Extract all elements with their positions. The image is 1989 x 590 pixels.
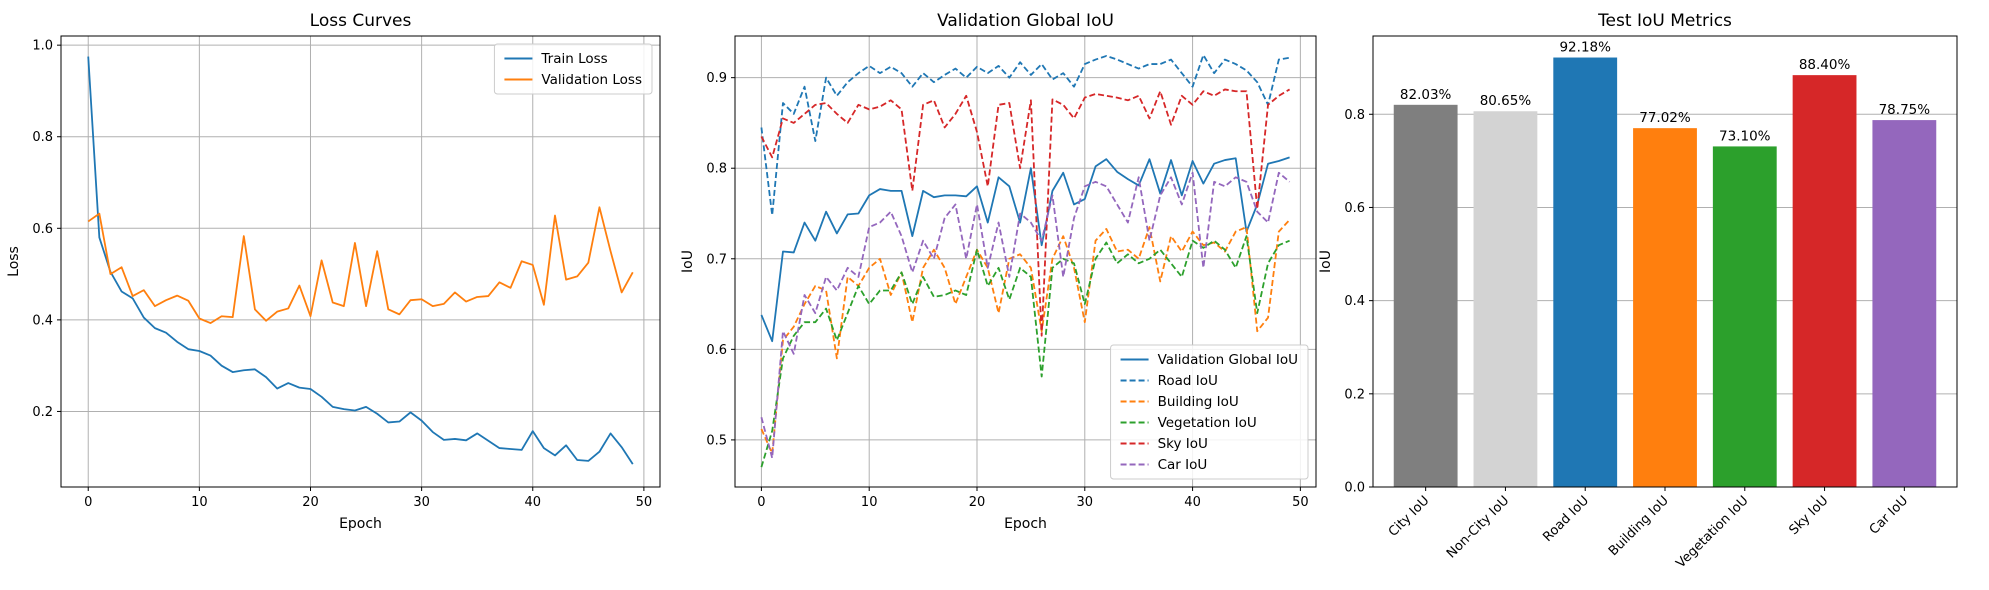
ytick-label: 0.2: [32, 405, 53, 420]
xtick-label: 20: [302, 495, 319, 510]
bar-city-iou: [1393, 104, 1458, 488]
legend-box: [1110, 344, 1309, 480]
ytick-label: 0.5: [706, 433, 727, 448]
legend-label: Sky IoU: [1158, 436, 1208, 452]
series-line-validation-loss: [87, 206, 634, 324]
xtick-label: Vegetation IoU: [1673, 493, 1751, 571]
xtick-label: City IoU: [1386, 493, 1433, 540]
series-line-building-iou: [760, 219, 1291, 455]
xtick-label: Road IoU: [1540, 493, 1592, 545]
series-line-road-iou: [760, 54, 1290, 217]
xtick-label: 40: [1184, 495, 1201, 510]
legend-label: Road IoU: [1158, 373, 1218, 389]
ytick-label: 0.6: [706, 343, 727, 358]
xtick-label: Sky IoU: [1787, 493, 1832, 538]
xtick-label: 30: [1077, 495, 1094, 510]
xtick-label: 10: [861, 495, 878, 510]
bar-data-label: 73.10%: [1719, 128, 1771, 144]
legend-label: Car IoU: [1158, 457, 1208, 473]
ytick-label: 0.4: [1344, 294, 1365, 309]
legend: Train Loss Validation Loss: [493, 43, 653, 95]
bar-data-label: 77.02%: [1639, 110, 1691, 126]
xtick-label: 0: [757, 495, 765, 510]
chart-title: Test IoU Metrics: [1597, 11, 1732, 31]
legend: Validation Global IoU Road IoU Building Io…: [1110, 344, 1309, 480]
xtick-label: 30: [413, 495, 430, 510]
bar-non-city-iou: [1473, 111, 1538, 487]
bar-data-label: 88.40%: [1799, 57, 1851, 73]
ytick-label: 0.6: [1344, 201, 1365, 216]
legend-label: Vegetation IoU: [1158, 415, 1257, 431]
bar-building-iou: [1633, 128, 1697, 488]
y-axis-label: IoU: [1318, 250, 1334, 273]
x-axis-label: Epoch: [1004, 516, 1047, 532]
xtick-label: 50: [636, 495, 653, 510]
chart-panel-3: 82.03% 80.65% 92.18% 77.02% 73.10% 88.40% 78.7…: [1318, 11, 1958, 571]
ytick-label: 0.7: [706, 252, 727, 267]
xtick-label: 20: [969, 495, 986, 510]
chart-panel-1: 0.2 0.4 0.6 0.8 1.0 0 10 20 30 40 50 Loss Curves Epo…: [6, 11, 661, 532]
y-axis-label: Loss: [6, 246, 22, 277]
ytick-label: 0.8: [706, 162, 727, 177]
legend-label: Building IoU: [1158, 394, 1239, 410]
plot-frame: [734, 35, 1317, 488]
bar-data-label: 78.75%: [1879, 102, 1931, 118]
gridlines: [61, 36, 660, 487]
chart-title: Loss Curves: [310, 11, 412, 31]
ytick-label: 0.8: [1344, 108, 1365, 123]
chart-panel-2: 0.5 0.6 0.7 0.8 0.9 0 10 20 30 40 50 Validation Glo…: [680, 11, 1317, 532]
legend-label: Validation Global IoU: [1158, 352, 1298, 368]
xtick-label: Non-City IoU: [1444, 493, 1512, 561]
bar-data-label: 92.18%: [1559, 40, 1611, 56]
ytick-label: 1.0: [32, 39, 53, 54]
plot-frame: [60, 35, 661, 488]
legend-label: Validation Loss: [541, 72, 642, 88]
xtick-label: 50: [1292, 495, 1309, 510]
xtick-label: 10: [191, 495, 208, 510]
ytick-label: 0.2: [1344, 387, 1365, 402]
ytick-label: 0.0: [1344, 481, 1365, 496]
bar-car-iou: [1872, 120, 1937, 487]
bar-data-label: 80.65%: [1480, 93, 1532, 109]
series-line-validation-global-iou: [760, 156, 1290, 343]
chart-title: Validation Global IoU: [937, 11, 1114, 31]
y-axis-label: IoU: [680, 250, 696, 273]
series-line-car-iou: [760, 171, 1291, 459]
legend-label: Train Loss: [540, 51, 607, 67]
x-axis-label: Epoch: [339, 516, 382, 532]
bar-road-iou: [1553, 57, 1618, 488]
series-line-sky-iou: [760, 88, 1291, 337]
ytick-label: 0.6: [32, 222, 53, 237]
legend-box: [493, 43, 653, 95]
series-line-train-loss: [87, 56, 634, 465]
xtick-label: Building IoU: [1606, 493, 1672, 559]
ytick-label: 0.9: [706, 71, 727, 86]
xtick-label: 0: [84, 495, 92, 510]
xtick-label: Car IoU: [1867, 493, 1911, 537]
bar-sky-iou: [1792, 75, 1857, 488]
xtick-label: 40: [524, 495, 541, 510]
bar-data-label: 82.03%: [1400, 87, 1452, 103]
ytick-label: 0.8: [32, 130, 53, 145]
bar-vegetation-iou: [1712, 146, 1777, 487]
ytick-label: 0.4: [32, 313, 53, 328]
